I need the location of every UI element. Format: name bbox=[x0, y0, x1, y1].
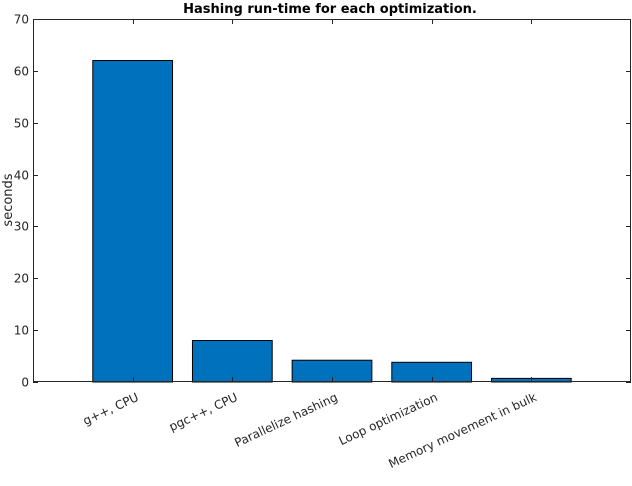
x-tick-label: pgc++, CPU bbox=[167, 390, 240, 434]
y-tick-label: 50 bbox=[14, 117, 29, 131]
y-tick-label: 60 bbox=[14, 65, 29, 79]
bar-2 bbox=[191, 340, 273, 383]
x-tick-label: Loop optimization bbox=[337, 390, 440, 448]
bar-4 bbox=[391, 361, 473, 383]
y-tick-label: 40 bbox=[14, 169, 29, 183]
bar-1 bbox=[92, 59, 174, 383]
x-tick-label: g++, CPU bbox=[81, 390, 141, 428]
y-tick-label: 10 bbox=[14, 324, 29, 338]
chart-title: Hashing run-time for each optimization. bbox=[183, 2, 477, 17]
x-tick-label: Parallelize hashing bbox=[232, 390, 339, 450]
y-axis-label: seconds bbox=[1, 173, 16, 226]
y-tick-label: 0 bbox=[21, 376, 29, 390]
y-tick-label: 30 bbox=[14, 220, 29, 234]
y-tick-label: 70 bbox=[14, 13, 29, 27]
y-tick-label: 20 bbox=[14, 272, 29, 286]
